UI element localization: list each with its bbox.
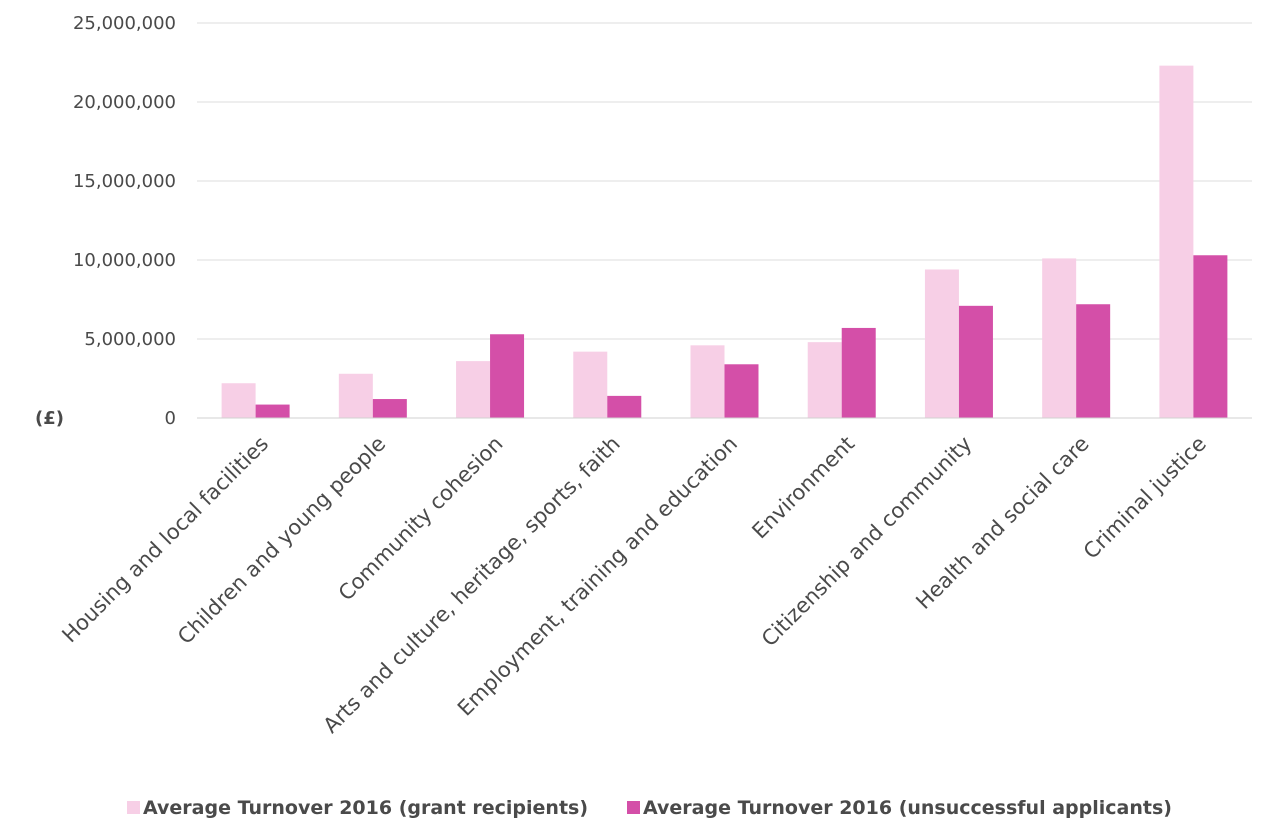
bar-grant-recipients [1159,65,1194,418]
bar-unsuccessful-applicants [724,364,759,418]
y-tick-label: 10,000,000 [73,250,176,271]
bar-unsuccessful-applicants [958,305,993,418]
legend: Average Turnover 2016 (grant recipients)… [127,797,1172,819]
x-tick-label: Children and young people [173,432,390,649]
x-tick-label: Citizenship and community [757,432,977,652]
y-tick-label: 0 [165,408,176,429]
bars [221,65,1228,418]
y-tick-label: 15,000,000 [73,171,176,192]
bar-unsuccessful-applicants [490,334,525,418]
bar-grant-recipients [456,361,491,418]
bar-unsuccessful-applicants [841,327,876,418]
bar-grant-recipients [690,345,725,418]
bar-grant-recipients [924,269,959,418]
legend-swatch [127,801,140,814]
bar-unsuccessful-applicants [1076,304,1111,418]
x-tick-label: Criminal justice [1079,432,1211,564]
bar-grant-recipients [807,342,842,418]
bar-grant-recipients [221,383,256,418]
bar-unsuccessful-applicants [1193,255,1228,418]
legend-label: Average Turnover 2016 (unsuccessful appl… [643,797,1172,819]
bar-unsuccessful-applicants [255,404,290,418]
y-axis-unit-label: (£) [35,408,64,429]
bar-unsuccessful-applicants [372,399,407,418]
legend-label: Average Turnover 2016 (grant recipients) [143,797,588,819]
bar-unsuccessful-applicants [607,395,642,418]
y-tick-label: 25,000,000 [73,13,176,34]
y-axis-ticks: 0 5,000,000 10,000,000 15,000,000 20,000,000… [73,13,176,429]
legend-swatch [627,801,640,814]
x-tick-label: Environment [747,432,859,544]
bar-grant-recipients [573,351,608,418]
x-tick-label: Housing and local facilities [57,432,273,648]
y-tick-label: 5,000,000 [84,329,176,350]
bar-grant-recipients [338,373,373,418]
gridlines [197,22,1252,340]
y-tick-label: 20,000,000 [73,92,176,113]
bar-grant-recipients [1042,258,1077,418]
